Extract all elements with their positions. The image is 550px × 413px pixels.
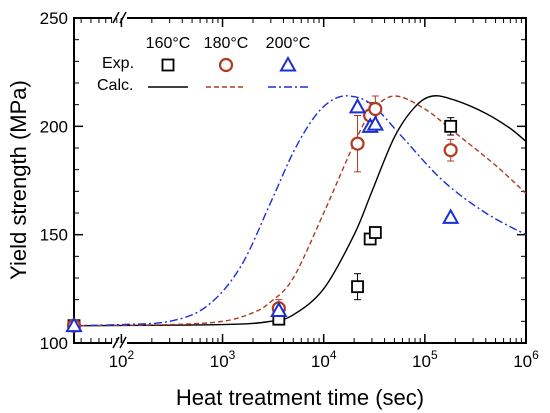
x-tick-label: 106 — [513, 348, 539, 371]
x-tick-label: 104 — [311, 348, 337, 371]
exp-point-200c — [366, 115, 385, 131]
y-tick-label: 200 — [40, 117, 68, 136]
y-tick-label: 250 — [40, 9, 68, 28]
exp-point-160c — [368, 226, 382, 239]
x-tick-label: 103 — [210, 348, 236, 371]
exp-point-160c — [444, 119, 458, 133]
legend-header: 160°C — [146, 35, 191, 52]
y-axis-label: Yield strength (MPa) — [6, 80, 31, 280]
y-tick-label: 100 — [40, 334, 68, 353]
plot-frame — [73, 17, 527, 344]
exp-point-200c — [270, 301, 288, 317]
legend-marker-160c — [161, 58, 175, 72]
calc-curve-180c — [73, 95, 527, 327]
legend-marker-180c — [218, 57, 234, 73]
exp-point-200c — [348, 97, 367, 114]
legend-marker-200c — [279, 55, 297, 72]
x-axis-label: Heat treatment time (sec) — [176, 385, 424, 410]
calc-curve-200c — [73, 95, 527, 327]
exp-point-180c — [368, 101, 383, 117]
x-tick-label: 102 — [109, 348, 135, 371]
x-tick-label: 105 — [412, 348, 438, 371]
calc-curve-160c — [73, 95, 527, 327]
legend-calc-label: Calc. — [97, 77, 133, 94]
exp-point-160c — [351, 280, 364, 294]
exp-point-200c — [65, 316, 83, 333]
exp-point-200c — [441, 208, 460, 224]
legend-header: 200°C — [266, 35, 311, 52]
exp-points — [65, 95, 460, 333]
exp-point-180c — [443, 143, 458, 158]
exp-point-180c — [350, 136, 365, 151]
legend-header: 180°C — [204, 35, 249, 52]
axis-break — [112, 8, 127, 353]
axis-ticks: 102 103 104 105 106 100 150 200 250 — [40, 9, 539, 371]
legend-exp-label: Exp. — [102, 55, 134, 72]
legend: 160°C 180°C 200°C Exp. Calc. — [97, 35, 310, 94]
calc-curves — [73, 95, 527, 327]
y-tick-label: 150 — [40, 226, 68, 245]
